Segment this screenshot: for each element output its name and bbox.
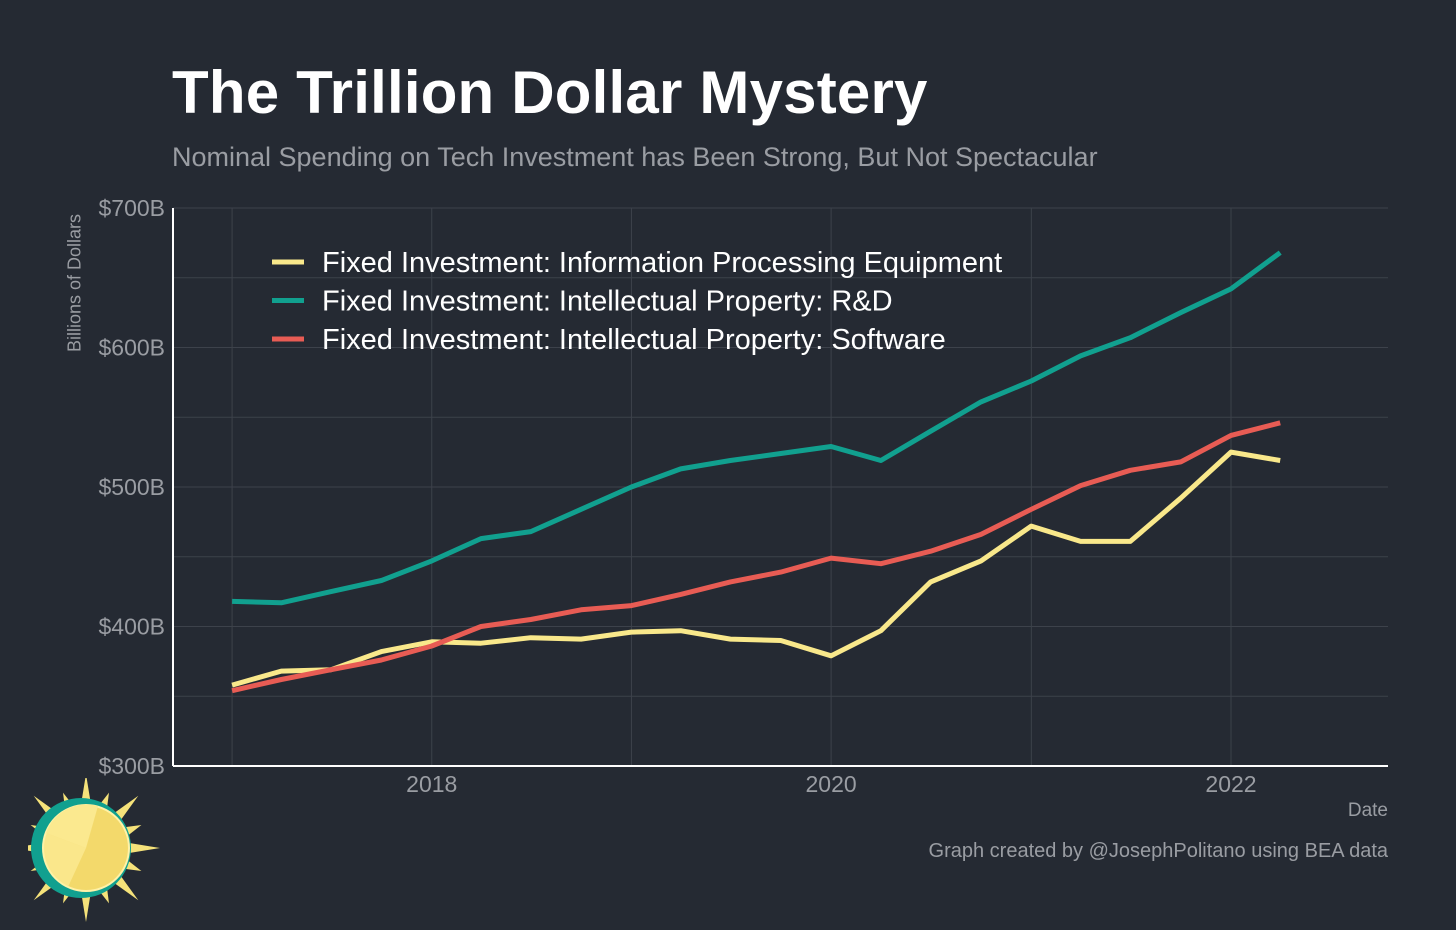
y-tick-label: $600B — [98, 335, 165, 361]
x-tick-label: 2022 — [1205, 771, 1256, 797]
legend-label: Fixed Investment: Intellectual Property:… — [322, 286, 893, 318]
x-tick-label: 2018 — [406, 771, 457, 797]
y-axis-label: Billions of Dollars — [64, 213, 85, 353]
chart-subtitle: Nominal Spending on Tech Investment has … — [172, 142, 1098, 172]
y-tick-label: $500B — [98, 474, 165, 500]
legend-label: Fixed Investment: Intellectual Property:… — [322, 324, 946, 356]
y-tick-label: $700B — [98, 195, 165, 221]
x-tick-label: 2020 — [806, 771, 857, 797]
series-line-2 — [232, 250, 1282, 606]
sun-logo-icon — [28, 778, 160, 922]
axes — [172, 208, 1388, 767]
source-credit: Graph created by @JosephPolitano using B… — [928, 840, 1388, 862]
series-line-3 — [231, 420, 1281, 694]
x-axis-label: Date — [1347, 800, 1388, 821]
legend: Fixed Investment: Information Processing… — [272, 247, 1002, 356]
y-tick-label: $400B — [98, 614, 165, 640]
series-line-1 — [231, 449, 1281, 688]
series-lines — [231, 250, 1282, 694]
legend-label: Fixed Investment: Information Processing… — [322, 247, 1002, 279]
y-tick-label: $300B — [98, 753, 165, 779]
sun-ray-icon — [125, 842, 160, 854]
tick-labels: $300B $400B $500B $600B $700B 2018 2020 2022 — [98, 195, 1256, 797]
chart-title: The Trillion Dollar Mystery — [172, 59, 928, 126]
